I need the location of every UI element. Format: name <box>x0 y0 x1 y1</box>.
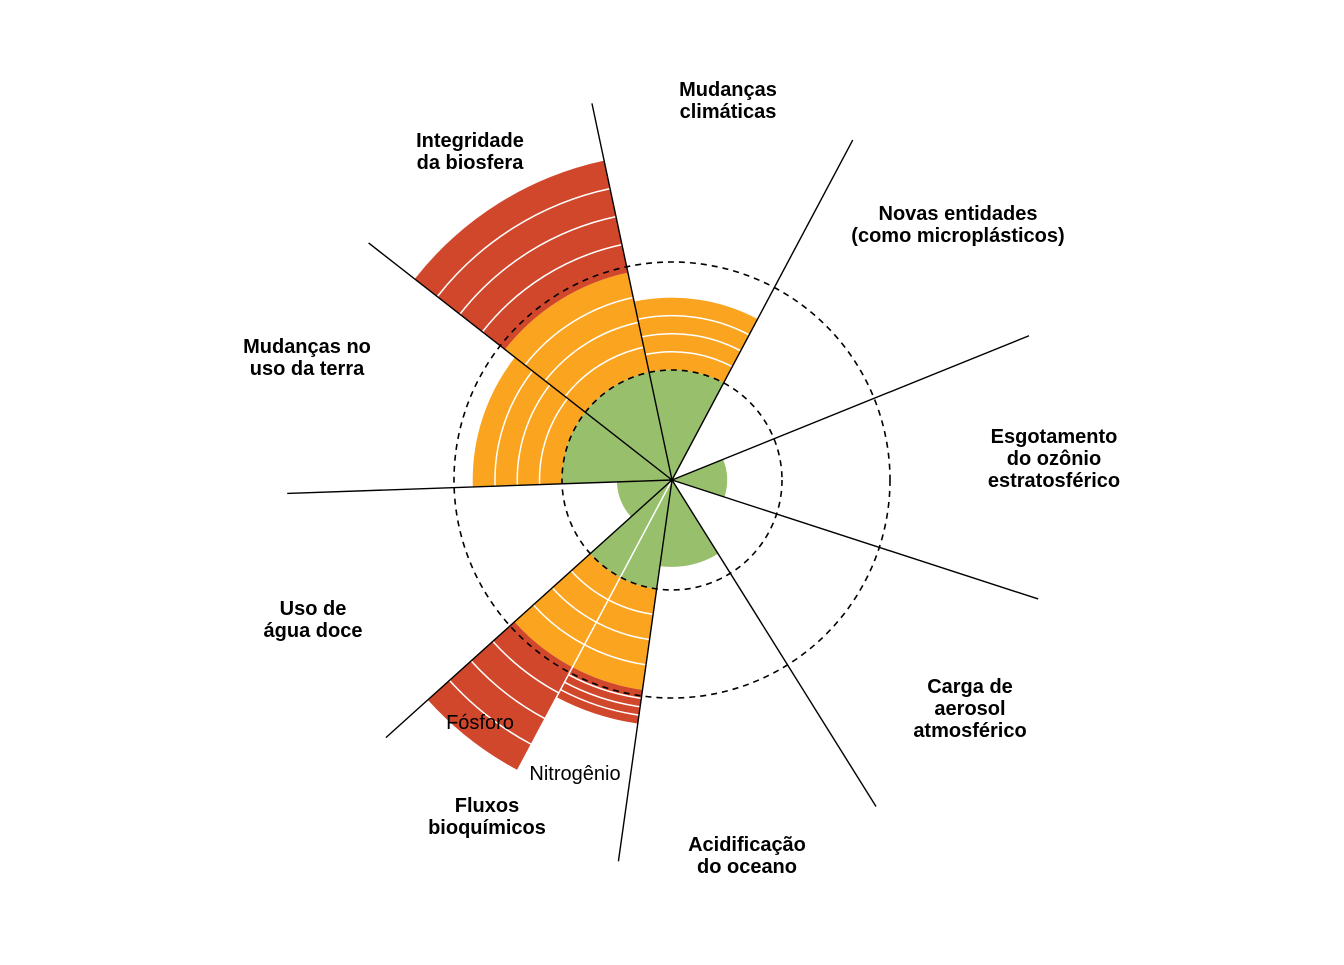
water-category-label: Uso de água doce <box>264 598 363 642</box>
biogeo-sub0-high_risk-band-line <box>564 681 641 708</box>
land-increasing_risk-band-line <box>494 370 534 487</box>
spoke-line <box>671 479 877 807</box>
climate-category-label: Mudanças climáticas <box>679 79 777 123</box>
biosphere-safe-segment <box>585 372 672 480</box>
biogeo-sub1-high_risk-segment <box>427 621 573 771</box>
climate-increasing_risk-band-line <box>641 332 742 352</box>
inner-boundary-ring <box>561 369 783 591</box>
biogeo-sub1-increasing_risk-band-line <box>570 570 609 601</box>
spoke-line <box>671 139 854 481</box>
biogeo-sub0-high_risk-band-line <box>560 688 640 716</box>
climate-increasing_risk-band-line <box>637 314 750 336</box>
biosphere-increasing_risk-band-line <box>544 321 639 382</box>
biogeo-sub1-high_risk-band-line <box>470 660 546 720</box>
spoke-line <box>617 479 673 862</box>
biogeo-sub0-increasing_risk-band-line <box>607 599 654 616</box>
biosphere-increasing_risk-band-line <box>524 296 634 366</box>
biogeo-sub1-high_risk-band-line <box>448 679 532 746</box>
wedge-layer <box>414 160 758 771</box>
subcategory-labels-layer: Fósforo Nitrogênio <box>446 712 620 785</box>
biogeo-sub0-high_risk-band-line <box>568 674 642 700</box>
land-category-label: Mudanças no uso da terra <box>243 336 371 380</box>
spoke-line <box>671 479 1039 600</box>
spoke-line <box>287 479 673 495</box>
biosphere-high_risk-band-line <box>436 187 611 298</box>
ozone-safe-segment <box>672 459 728 498</box>
ocean-category-label: Acidificação do oceano <box>688 834 806 878</box>
biogeo-category-label: Fluxos bioquímicos <box>428 795 546 839</box>
biogeo-sub1-increasing_risk-band-line <box>532 604 585 646</box>
water-safe-segment <box>616 480 672 517</box>
biogeo-sub0-safe-segment <box>620 480 672 590</box>
biogeo-sub0-increasing_risk-segment <box>572 577 657 690</box>
biosphere-high_risk-segment <box>414 160 628 350</box>
climate-increasing_risk-segment <box>634 297 758 383</box>
climate-safe-segment <box>649 369 724 480</box>
biogeo-sub0-increasing_risk-band-line <box>584 644 647 666</box>
land-increasing_risk-band-line <box>516 384 551 486</box>
spoke-line <box>385 479 673 739</box>
outer-boundary-ring <box>453 261 891 699</box>
spoke-line <box>368 242 673 481</box>
land-increasing_risk-band-line <box>538 397 569 485</box>
biogeo-subcategory-label: Fósforo <box>446 712 514 734</box>
category-labels-layer: Mudanças climáticas Novas entidades (como m… <box>243 79 1120 878</box>
spoke-lines-layer <box>287 103 1039 862</box>
ocean-safe-segment <box>659 480 719 567</box>
biogeo-sub1-increasing_risk-band-line <box>551 587 597 623</box>
boundary-rings-layer <box>453 261 891 699</box>
climate-increasing_risk-band-line <box>645 350 733 368</box>
spoke-line <box>591 103 673 481</box>
biosphere-high_risk-band-line <box>459 215 617 315</box>
novel-category-label: Novas entidades (como microplásticos) <box>851 203 1064 247</box>
biogeo-sub1-safe-segment <box>590 480 672 578</box>
biosphere-increasing_risk-band-line <box>564 346 644 397</box>
biosphere-high_risk-band-line <box>481 243 623 333</box>
ozone-category-label: Esgotamento do ozônio estratosférico <box>988 426 1120 492</box>
spoke-line <box>671 335 1030 481</box>
biogeo-sub0-high_risk-segment <box>556 667 643 724</box>
biogeo-subcategory-label: Nitrogênio <box>529 763 620 785</box>
biogeo-sub0-increasing_risk-band-line <box>596 621 650 641</box>
biogeo-sub1-high_risk-band-line <box>492 640 560 694</box>
biosphere-category-label: Integridade da biosfera <box>416 130 524 174</box>
band-lines-layer <box>436 187 750 771</box>
land-safe-segment <box>561 412 672 484</box>
aerosol-category-label: Carga de aerosol atmosférico <box>913 676 1026 742</box>
biogeo-sub1-increasing_risk-segment <box>514 553 621 668</box>
biogeo-subcategory-divider <box>517 479 673 771</box>
